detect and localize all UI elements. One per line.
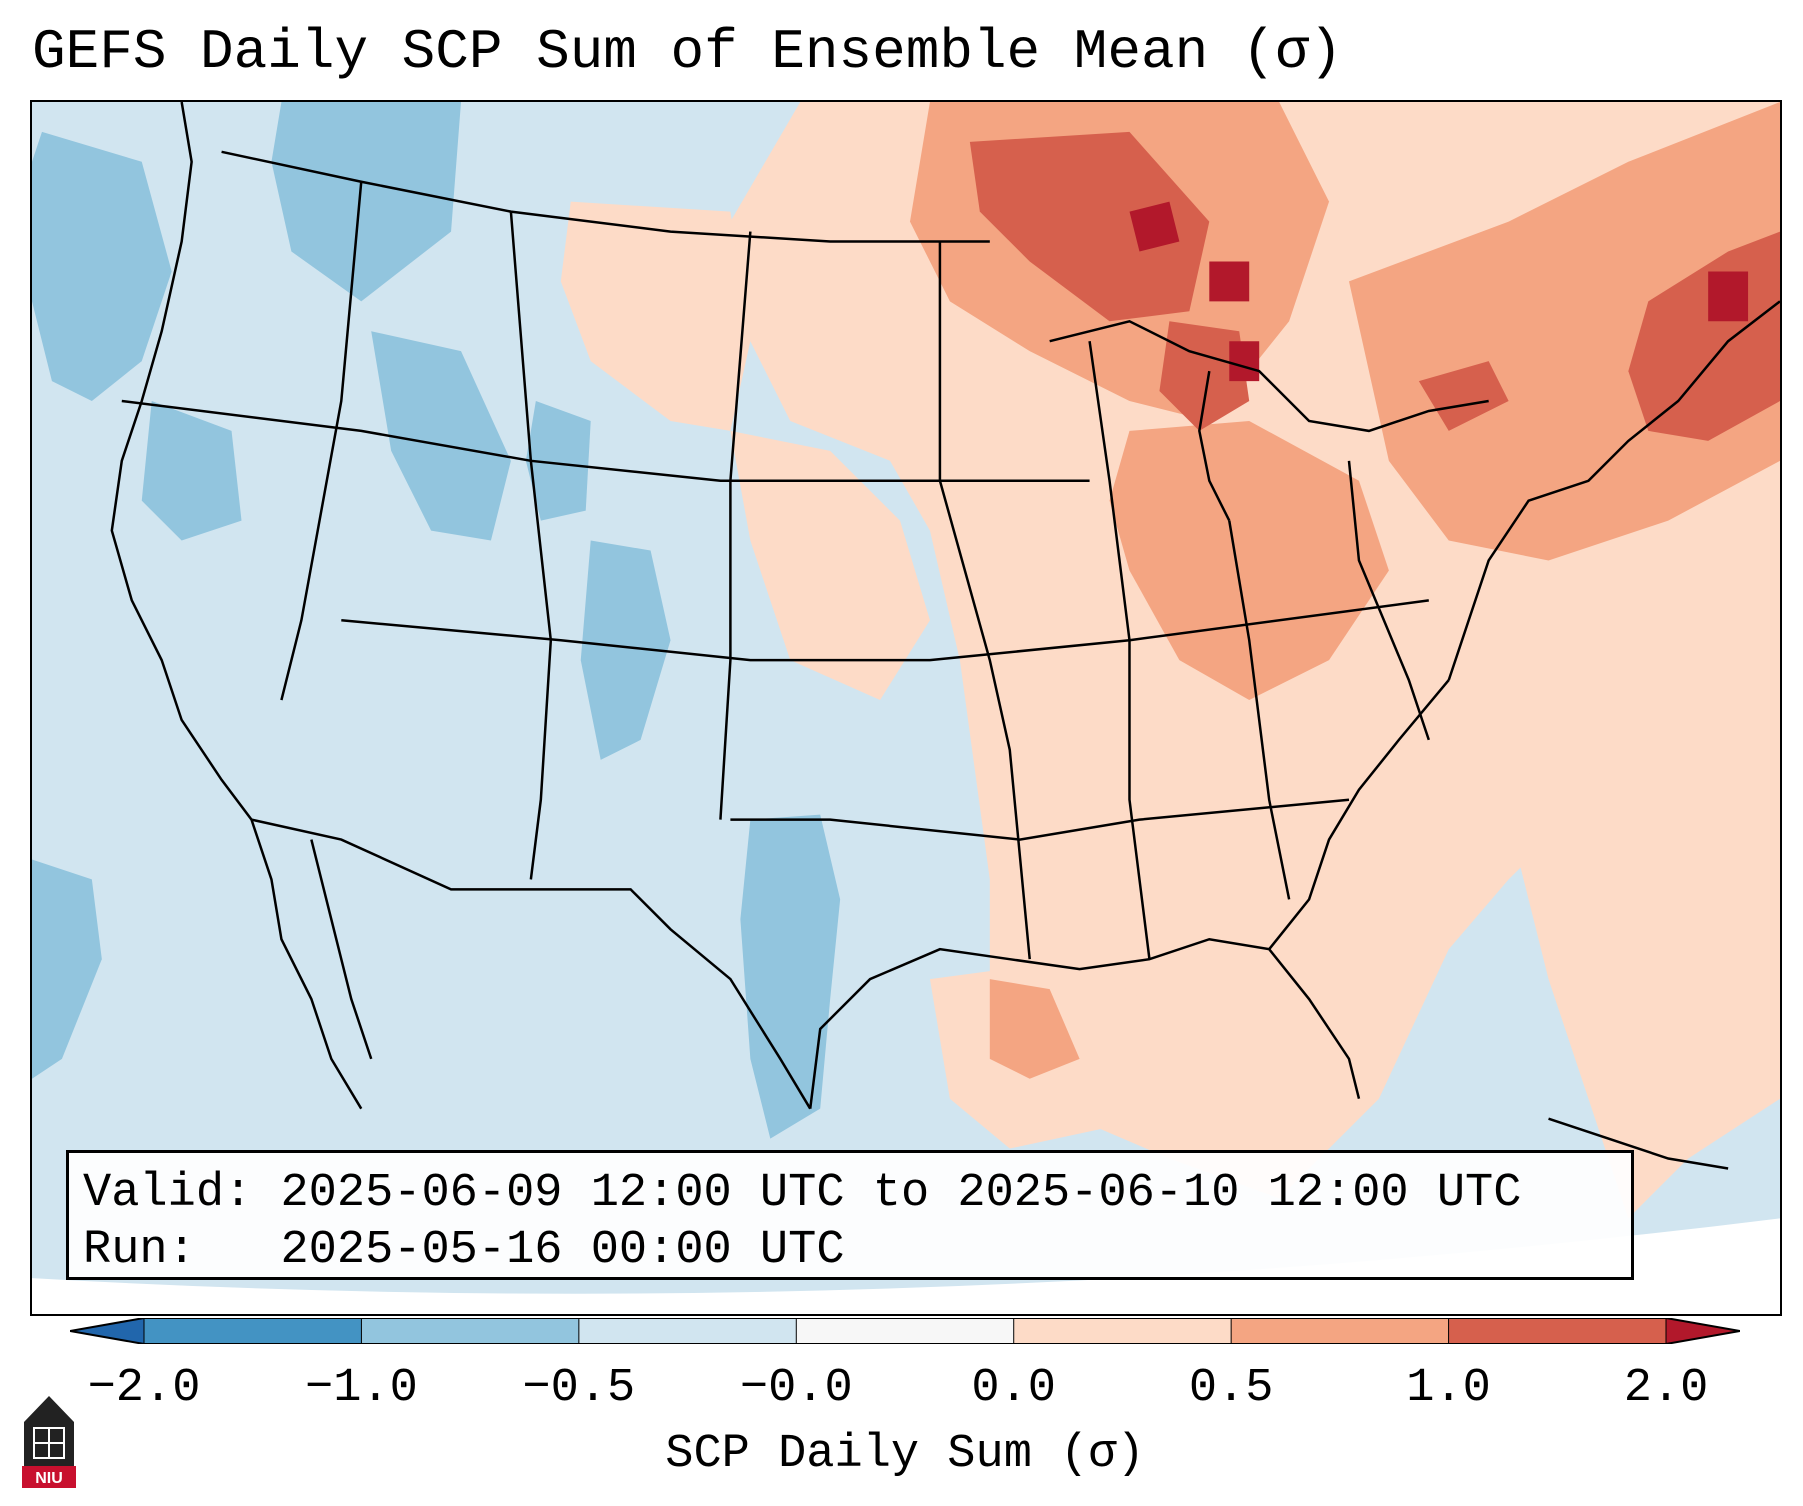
- colorbar-bin: [1013, 1318, 1232, 1344]
- lake-michigan-outline: [1198, 370, 1231, 522]
- logo-text: NIU: [35, 1470, 63, 1487]
- geographic-outlines: [110, 102, 1780, 1170]
- state-line-3: [280, 181, 363, 701]
- wyoming-negative: [525, 401, 591, 521]
- colorbar-label: SCP Daily Sum (σ): [665, 1428, 1145, 1481]
- projection-edge: [32, 1218, 1780, 1314]
- upper-midwest-strong: [969, 131, 1210, 322]
- logo-badge: [22, 1466, 76, 1488]
- pacific-sw-negative: [32, 859, 102, 1079]
- state-line-2: [341, 599, 1429, 662]
- colorbar-bin: [578, 1318, 797, 1344]
- pacific-northwest-negative: [32, 131, 172, 402]
- plains-positive-light: [730, 430, 930, 701]
- valid-label: Valid:: [83, 1167, 253, 1220]
- state-line-4: [509, 211, 553, 880]
- east-coast: [1447, 300, 1780, 681]
- idaho-negative: [371, 331, 511, 541]
- erie-strong: [1418, 361, 1509, 431]
- valid-run-info-box: Valid: 2025-06-09 12:00 UTC to 2025-06-1…: [66, 1150, 1634, 1280]
- atlantic-positive-light: [1508, 620, 1780, 1219]
- west-coastline: [110, 102, 363, 1110]
- nevada-negative: [141, 401, 242, 541]
- colorado-negative: [580, 540, 671, 760]
- lake-superior-east-max: [1209, 261, 1250, 302]
- state-line-6: [938, 241, 1031, 960]
- negative-anomaly-areas: [32, 102, 841, 1139]
- caribbean-islands: [1548, 1117, 1729, 1170]
- map-title: GEFS Daily SCP Sum of Ensemble Mean (σ): [32, 20, 1343, 84]
- colorbar-extend-high: [1666, 1318, 1740, 1344]
- washington-negative: [271, 102, 462, 302]
- ohio-valley-positive: [1109, 420, 1389, 701]
- run-label: Run:: [83, 1224, 196, 1277]
- michigan-max: [1229, 341, 1260, 382]
- colorbar-extend-low: [70, 1318, 144, 1344]
- canada-border: [221, 150, 990, 243]
- florida-outline: [1268, 679, 1450, 950]
- colorbar: [70, 1318, 1740, 1344]
- louisiana-positive: [989, 979, 1080, 1079]
- montana-positive-light: [560, 201, 751, 431]
- colorbar-tick-label: 1.0: [1406, 1362, 1491, 1415]
- colorbar-tick-label: −1.0: [305, 1362, 418, 1415]
- colorbar-bin: [144, 1318, 362, 1344]
- maine-max: [1708, 271, 1749, 322]
- baja-outline: [310, 839, 373, 1060]
- great-lakes-outline: [1049, 319, 1489, 433]
- state-line-5: [719, 231, 752, 820]
- state-line-7: [1088, 341, 1151, 960]
- gulf-coast: [808, 937, 1361, 1109]
- colorbar-bin: [796, 1318, 1015, 1344]
- colorbar-tick-label: −2.0: [87, 1362, 201, 1415]
- state-line-1: [121, 399, 1090, 482]
- mexico-border: [251, 818, 812, 1110]
- northeast-positive: [1348, 102, 1780, 561]
- colorbar-tick-label: −0.5: [522, 1362, 636, 1415]
- colorbar-tick-label: −0.0: [739, 1362, 853, 1415]
- colorbar-tick-label: 0.5: [1188, 1362, 1274, 1415]
- niu-logo: NIU: [22, 1396, 76, 1488]
- state-line-9: [1228, 520, 1291, 900]
- colorbar-bin: [361, 1318, 580, 1344]
- colorbar-tick-label: 0.0: [971, 1362, 1057, 1415]
- valid-value: 2025-06-09 12:00 UTC to 2025-06-10 12:00…: [280, 1167, 1522, 1220]
- colorbar-tick-label: 2.0: [1623, 1362, 1709, 1415]
- positive-max-areas: [1129, 201, 1749, 382]
- map-frame: [30, 100, 1782, 1316]
- colorbar-bin: [1448, 1318, 1667, 1344]
- colorbar-bin: [1231, 1318, 1450, 1344]
- texas-negative: [740, 814, 841, 1139]
- superior-max: [1129, 201, 1180, 252]
- state-line-8: [730, 798, 1350, 841]
- anomaly-map: [32, 102, 1780, 1314]
- state-line-10: [1347, 460, 1430, 741]
- run-value: 2025-05-16 00:00 UTC: [280, 1224, 845, 1277]
